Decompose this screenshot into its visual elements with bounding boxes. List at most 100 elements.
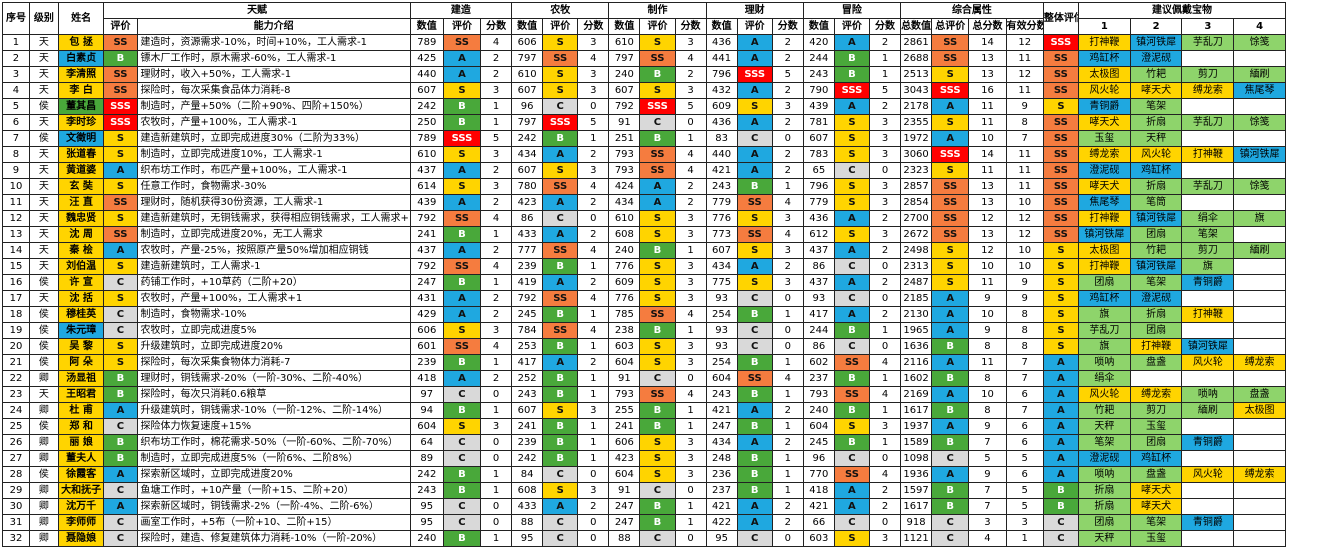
farm-score: 4: [577, 178, 610, 195]
craft-grade: B: [639, 130, 676, 147]
finance-value: 254: [705, 306, 738, 323]
hero-name: 汤显祖: [57, 370, 105, 387]
total-value: 1636: [900, 338, 933, 355]
build-grade: B: [442, 530, 482, 547]
treasure-2: 鸡缸杯: [1129, 162, 1183, 179]
build-value: 250: [409, 114, 444, 131]
valid-score: 7: [1005, 402, 1044, 419]
total-score: 13: [968, 226, 1007, 243]
table-row: 10 天玄 奘 S 任意工作时，食物需求-30% 614 S 3 780 SS 4 424 A 2 243…: [2, 178, 1338, 195]
total-value: 918: [900, 514, 933, 531]
farm-value: 433: [511, 498, 544, 515]
talent-grade: B: [103, 386, 138, 403]
talent-grade: S: [103, 338, 138, 355]
total-value: 2178: [900, 98, 933, 115]
talent-grade: SS: [103, 82, 138, 99]
treasure-4: 緬刷: [1233, 242, 1286, 259]
table-row: 28 侯徐霞客 A 探索新区域时，立即完成进度20% 242 B 1 84 C 0 604 S 3 236…: [2, 466, 1338, 483]
craft-grade: S: [639, 82, 676, 99]
rank-cell: 天: [28, 386, 59, 403]
finance-value: 796: [705, 66, 738, 83]
talent-grade: C: [103, 418, 138, 435]
craft-score: 3: [674, 450, 707, 467]
finance-value: 83: [705, 130, 738, 147]
build-grade: C: [442, 450, 482, 467]
farm-score: 3: [577, 82, 610, 99]
ability-description: 升级建筑时，立即完成进度20%: [136, 338, 411, 355]
treasure-3: 打神鞭: [1181, 146, 1235, 163]
rank-cell: 侯: [28, 354, 59, 371]
rank-cell: 卿: [28, 370, 59, 387]
finance-grade: SS: [736, 370, 773, 387]
adventure-grade: S: [833, 418, 871, 435]
build-value: 610: [409, 146, 444, 163]
total-value: 1602: [900, 370, 933, 387]
ability-description: 农牧时，产量+100%，工人需求+1: [136, 290, 411, 307]
treasure-2: 澄泥砚: [1129, 50, 1183, 67]
total-value: 1936: [900, 466, 933, 483]
treasure-3: 芋乱刀: [1181, 178, 1235, 195]
farm-grade: SS: [542, 50, 579, 67]
total-grade: A: [931, 322, 970, 339]
adventure-grade: C: [833, 450, 871, 467]
total-score: 10: [968, 306, 1007, 323]
total-value: 2355: [900, 114, 933, 131]
build-grade: A: [442, 290, 482, 307]
finance-grade: A: [736, 34, 773, 51]
rank-cell: 卿: [28, 530, 59, 547]
build-grade: B: [442, 226, 482, 243]
treasure-3: 青铜爵: [1181, 514, 1235, 531]
valid-score: 6: [1005, 466, 1044, 483]
treasure-2: 风火轮: [1129, 146, 1183, 163]
total-score: 8: [968, 402, 1007, 419]
treasure-3: 笔架: [1181, 226, 1235, 243]
craft-value: 255: [608, 402, 641, 419]
overall-grade: SS: [1042, 194, 1080, 211]
header-build: 建造: [409, 2, 513, 19]
overall-grade: B: [1042, 482, 1080, 499]
ability-description: 织布坊工作时，布匹产量+100%，工人需求-1: [136, 162, 411, 179]
farm-grade: B: [542, 130, 579, 147]
adventure-value: 244: [802, 322, 835, 339]
ability-description: 探险时，每次只消耗0.6粮草: [136, 386, 411, 403]
adventure-value: 436: [802, 210, 835, 227]
build-grade: B: [442, 114, 482, 131]
adventure-score: 2: [869, 98, 902, 115]
adventure-score: 3: [869, 130, 902, 147]
craft-value: 776: [608, 258, 641, 275]
overall-grade: SS: [1042, 146, 1080, 163]
adventure-score: 0: [869, 258, 902, 275]
build-score: 2: [480, 194, 513, 211]
adventure-value: 602: [802, 354, 835, 371]
farm-score: 1: [577, 418, 610, 435]
treasure-2: 镇河铁犀: [1129, 210, 1183, 227]
adventure-score: 1: [869, 402, 902, 419]
farm-value: 607: [511, 82, 544, 99]
row-number: 11: [2, 194, 30, 211]
farm-value: 95: [511, 530, 544, 547]
hero-name: 李师师: [57, 514, 105, 531]
ability-description: 建造时，资源需求-10%，时间+10%，工人需求-1: [136, 34, 411, 51]
rank-cell: 侯: [28, 274, 59, 291]
build-grade: A: [442, 194, 482, 211]
row-number: 16: [2, 274, 30, 291]
treasure-4: 旗: [1233, 210, 1286, 227]
total-grade: A: [931, 466, 970, 483]
total-grade: SS: [931, 226, 970, 243]
craft-value: 241: [608, 418, 641, 435]
farm-value: 252: [511, 370, 544, 387]
treasure-2: 剪刀: [1129, 402, 1183, 419]
treasure-1: 风火轮: [1078, 386, 1131, 403]
adventure-grade: C: [833, 290, 871, 307]
ability-description: 升级建筑时，铜钱需求-10%（一阶-12%、二阶-14%）: [136, 402, 411, 419]
farm-score: 2: [577, 498, 610, 515]
header-adventure: 冒险: [802, 2, 902, 19]
total-value: 1965: [900, 322, 933, 339]
adventure-score: 0: [869, 290, 902, 307]
adventure-value: 418: [802, 482, 835, 499]
total-value: 2854: [900, 194, 933, 211]
farm-grade: B: [542, 434, 579, 451]
build-value: 242: [409, 98, 444, 115]
header-talent-eval: 评价: [103, 18, 138, 35]
valid-score: 11: [1005, 162, 1044, 179]
